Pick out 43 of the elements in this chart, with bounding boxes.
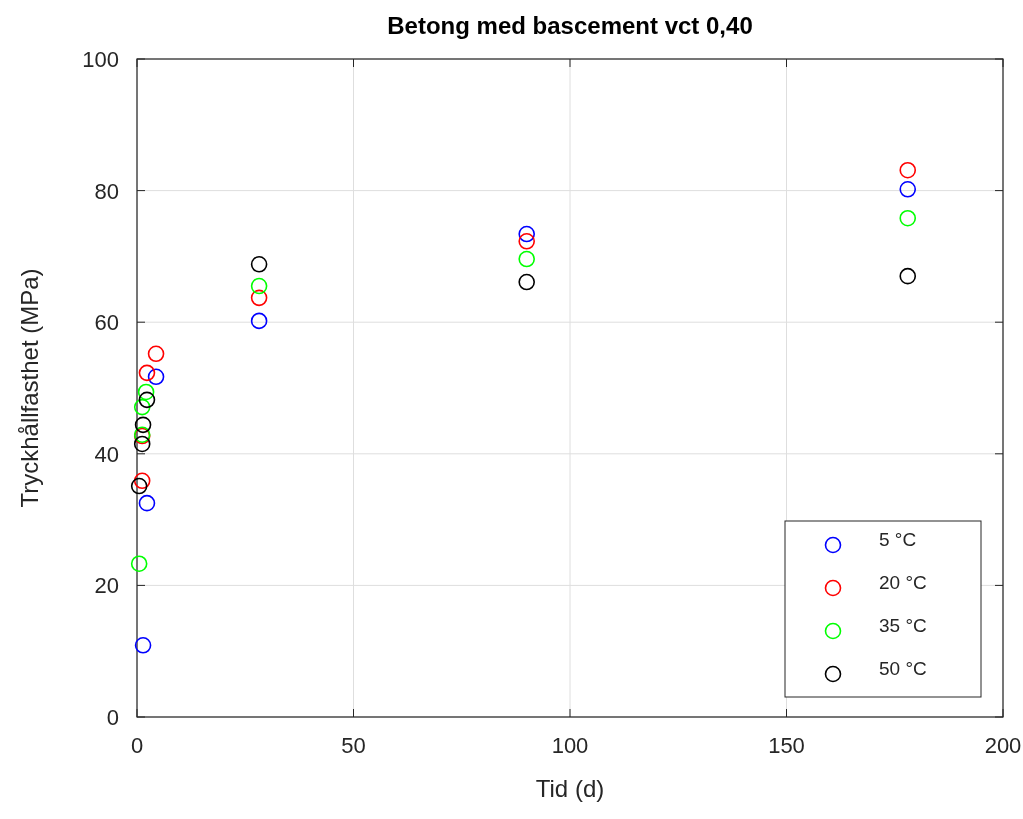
point [518, 250, 535, 268]
point [137, 383, 155, 401]
point [130, 555, 148, 572]
y-tick-label: 80 [94, 178, 119, 204]
x-tick-label: 100 [551, 733, 589, 758]
point [147, 368, 165, 386]
point [518, 225, 535, 243]
x-tick-label: 200 [984, 733, 1022, 758]
point [133, 435, 151, 453]
x-axis-title: Tid (d) [535, 775, 605, 802]
point [250, 289, 268, 307]
point [147, 345, 165, 363]
point [130, 477, 148, 495]
point [138, 494, 156, 512]
point [899, 209, 917, 227]
legend-label: 50 °C [879, 658, 927, 679]
point [133, 472, 151, 490]
legend-label: 5 °C [879, 529, 917, 550]
y-axis-title: Tryckhållfasthet (MPa) [16, 268, 43, 508]
x-tick-label: 150 [768, 733, 805, 758]
y-tick-label: 60 [94, 310, 119, 336]
point [899, 180, 917, 198]
x-tick-label: 0 [130, 733, 144, 758]
legend-label: 35 °C [879, 615, 927, 636]
chart-title: Betong med bascement vct 0,40 [387, 12, 753, 39]
point [133, 398, 151, 416]
point [518, 232, 535, 250]
y-tick-label: 100 [82, 47, 119, 72]
point [899, 161, 917, 179]
point [250, 312, 268, 330]
y-tick-label: 40 [94, 441, 119, 467]
point [899, 267, 917, 285]
point [138, 364, 156, 382]
legend-label: 20 °C [879, 572, 927, 593]
x-tick-label: 50 [341, 733, 366, 758]
point [134, 416, 152, 434]
point [250, 277, 268, 295]
y-tick-label: 0 [106, 705, 119, 730]
point [250, 256, 268, 273]
point [138, 391, 156, 409]
point [518, 273, 535, 291]
y-tick-label: 20 [94, 573, 119, 599]
point [134, 636, 152, 654]
